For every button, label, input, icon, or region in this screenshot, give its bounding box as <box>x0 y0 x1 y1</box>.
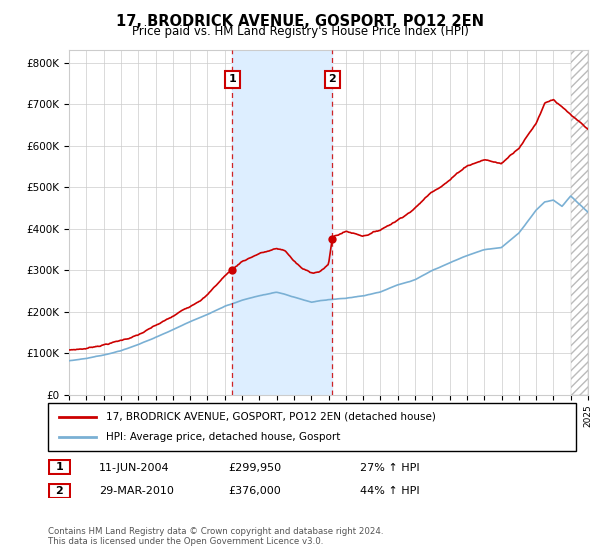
Text: 44% ↑ HPI: 44% ↑ HPI <box>360 486 419 496</box>
Text: £376,000: £376,000 <box>228 486 281 496</box>
Text: 2: 2 <box>329 74 337 85</box>
Bar <box>232 50 332 395</box>
Text: 17, BRODRICK AVENUE, GOSPORT, PO12 2EN: 17, BRODRICK AVENUE, GOSPORT, PO12 2EN <box>116 14 484 29</box>
Text: Price paid vs. HM Land Registry's House Price Index (HPI): Price paid vs. HM Land Registry's House … <box>131 25 469 38</box>
FancyBboxPatch shape <box>49 483 70 498</box>
Text: 29-MAR-2010: 29-MAR-2010 <box>99 486 174 496</box>
FancyBboxPatch shape <box>48 403 576 451</box>
Text: Contains HM Land Registry data © Crown copyright and database right 2024.
This d: Contains HM Land Registry data © Crown c… <box>48 526 383 546</box>
Text: 1: 1 <box>56 462 63 472</box>
Text: 1: 1 <box>229 74 236 85</box>
Text: 17, BRODRICK AVENUE, GOSPORT, PO12 2EN (detached house): 17, BRODRICK AVENUE, GOSPORT, PO12 2EN (… <box>106 412 436 422</box>
FancyBboxPatch shape <box>49 460 70 474</box>
Text: HPI: Average price, detached house, Gosport: HPI: Average price, detached house, Gosp… <box>106 432 340 442</box>
Text: 27% ↑ HPI: 27% ↑ HPI <box>360 463 419 473</box>
Bar <box>571 50 588 395</box>
Text: £299,950: £299,950 <box>228 463 281 473</box>
Text: 2: 2 <box>56 486 63 496</box>
Text: 11-JUN-2004: 11-JUN-2004 <box>99 463 170 473</box>
